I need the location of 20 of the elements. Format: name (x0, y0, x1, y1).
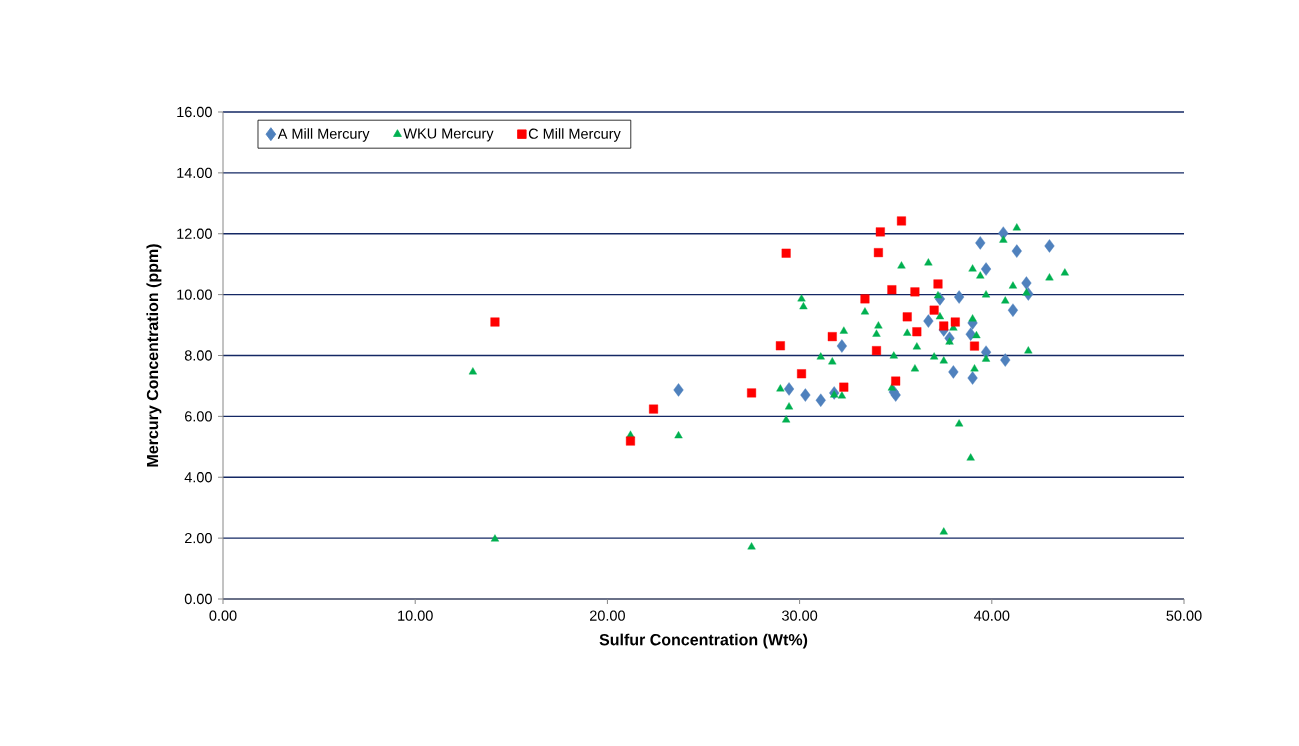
y-axis-title: Mercury Concentration (ppm) (146, 244, 162, 467)
y-tick-label: 16.00 (177, 106, 212, 118)
y-tick-label: 2.00 (184, 532, 212, 544)
x-tick-label: 10.00 (398, 610, 433, 621)
x-tick-label: 40.00 (973, 610, 1010, 621)
x-tick-label: 0.00 (209, 610, 237, 621)
x-tick-label: 20.00 (590, 610, 625, 621)
y-tick-label: 12.00 (177, 228, 212, 239)
y-tick-label: 6.00 (184, 411, 212, 422)
x-tick-label: 30.00 (782, 610, 818, 621)
x-axis-title: Sulfur Concentration (Wt%) (599, 633, 808, 649)
y-tick-label: 14.00 (177, 167, 212, 178)
y-tick-label: 10.00 (177, 289, 212, 300)
legend-label: WKU Mercury (403, 128, 494, 142)
legend-label: C Mill Mercury (528, 128, 621, 142)
x-tick-label: 50.00 (1166, 610, 1202, 621)
y-tick-label: 4.00 (184, 472, 212, 483)
y-tick-label: 0.00 (184, 593, 212, 605)
legend-label: A Mill Mercury (277, 128, 370, 142)
y-tick-label: 8.00 (184, 350, 212, 361)
